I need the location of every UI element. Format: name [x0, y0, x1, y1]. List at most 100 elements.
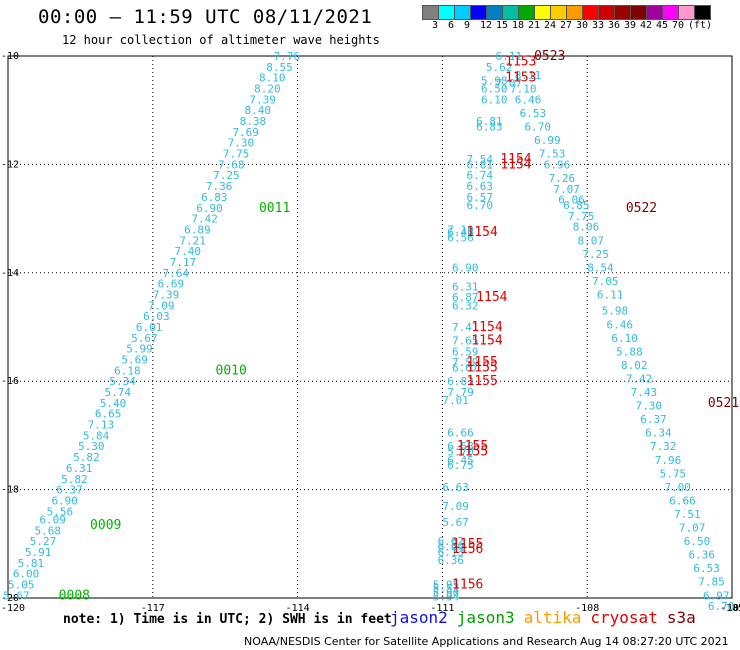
- swh-value: 7.25: [582, 248, 609, 261]
- swh-value: 8.38: [240, 115, 267, 128]
- swh-value: 7.05: [592, 275, 619, 288]
- swh-value: 8.20: [254, 83, 281, 96]
- corner-label-right: -10: [721, 603, 739, 614]
- swh-value: 7.07: [495, 77, 522, 90]
- pass-time-label: 0010: [216, 363, 247, 378]
- x-tick-label: -114: [286, 603, 310, 614]
- color-scale-label: 18: [512, 20, 525, 31]
- swh-value: 6.06: [558, 194, 585, 207]
- color-scale-label: 6: [448, 20, 455, 31]
- swh-value: 6.70: [524, 120, 551, 133]
- swh-value: 5.34: [109, 375, 136, 388]
- swh-value: 5.75: [660, 467, 687, 480]
- swh-value: 5.84: [83, 429, 110, 442]
- swh-value: 7.65: [452, 335, 479, 348]
- swh-value: 6.63: [467, 180, 494, 193]
- pass-time-label: 0521: [708, 396, 739, 411]
- swh-value: 7.75: [223, 148, 250, 161]
- swh-value: 5.27: [30, 535, 57, 548]
- swh-value: 8.40: [245, 104, 271, 117]
- swh-value: 6.69: [158, 278, 185, 291]
- swh-value: 6.11: [597, 288, 624, 301]
- swh-value: 6.66: [447, 427, 474, 440]
- swh-value: 5.91: [25, 546, 52, 559]
- swh-value: 7.30: [635, 400, 662, 413]
- swh-value: 5.68: [35, 524, 62, 537]
- swh-value: 8.07: [578, 234, 605, 247]
- swh-value: 6.00: [13, 568, 40, 581]
- swh-value: 6.81: [467, 158, 494, 171]
- color-scale-label: 36: [608, 20, 621, 31]
- corner-label-left: -120: [1, 603, 25, 614]
- swh-value: 7.43: [631, 386, 658, 399]
- swh-value: 5.67: [3, 589, 30, 602]
- swh-value: 6.13: [438, 546, 465, 559]
- swh-value: 5.81: [18, 557, 45, 570]
- swh-value: 5.98: [481, 74, 508, 87]
- swh-value: 5.62: [486, 61, 512, 74]
- swh-value: 7.09: [148, 299, 175, 312]
- swh-value: 7.40: [175, 245, 202, 258]
- swh-value: 6.53: [520, 107, 547, 120]
- swh-value: 6.83: [447, 375, 474, 388]
- x-tick-label: -105: [720, 603, 740, 614]
- swh-value: 6.56: [447, 232, 474, 245]
- swh-value: 7.30: [228, 137, 255, 150]
- swh-value: 6.10: [481, 93, 508, 106]
- swh-value: 6.34: [645, 427, 672, 440]
- swh-value: 6.11: [495, 50, 522, 63]
- swh-value: 5.82: [73, 451, 100, 464]
- swh-value: 7.09: [442, 500, 469, 513]
- swh-value: 5.90: [433, 587, 460, 600]
- swh-value: 5.30: [78, 440, 105, 453]
- color-scale-label: 21: [528, 20, 541, 31]
- swh-value: 6.70: [467, 199, 494, 212]
- swh-value: 6.90: [196, 202, 223, 215]
- color-swatch-17: [694, 5, 711, 20]
- swh-value: 6.96: [544, 158, 571, 171]
- pass-time-label: 1154: [471, 334, 502, 349]
- x-tick-label: -111: [430, 603, 454, 614]
- swh-value: 6.83: [476, 120, 503, 133]
- swh-value: 7.79: [447, 386, 474, 399]
- swh-value: 5.69: [121, 354, 148, 367]
- swh-value: 6.50: [481, 83, 508, 96]
- pass-time-label: 0523: [534, 49, 565, 64]
- legend-item-jason2: jason2: [390, 608, 448, 627]
- swh-value: 6.89: [184, 223, 211, 236]
- swh-value: 7.25: [213, 169, 240, 182]
- page-subtitle: 12 hour collection of altimeter wave hei…: [62, 33, 380, 47]
- swh-value: 7.68: [218, 158, 245, 171]
- swh-value: 6.31: [66, 462, 93, 475]
- swh-value: 7.76: [273, 50, 300, 63]
- swh-value: 5.67: [442, 516, 469, 529]
- pass-time-label: 1156: [452, 577, 483, 592]
- swh-value: 5.56: [47, 505, 74, 518]
- swh-value: 6.90: [452, 261, 479, 274]
- swh-value: 6.69: [438, 541, 465, 554]
- color-scale: [422, 5, 711, 20]
- swh-value: 7.59: [452, 356, 479, 369]
- y-tick-label: -20: [1, 593, 19, 604]
- color-scale-label: 70: [672, 20, 685, 31]
- pass-time-label: 1155: [467, 374, 498, 389]
- swh-value: 6.67: [452, 362, 479, 375]
- pass-time-label: 0522: [626, 201, 657, 216]
- color-scale-label: (ft): [688, 20, 713, 31]
- page-title: 00:00 – 11:59 UTC 08/11/2021: [38, 6, 373, 28]
- color-scale-label: 9: [464, 20, 471, 31]
- swh-value: 6.32: [452, 299, 479, 312]
- swh-value: 6.63: [442, 481, 469, 494]
- pass-time-label: 1155: [467, 361, 498, 376]
- x-tick-label: -117: [141, 603, 165, 614]
- swh-value: 5.95: [433, 578, 460, 591]
- swh-value: 7.19: [447, 223, 474, 236]
- swh-value: 7.17: [170, 256, 197, 269]
- pass-time-label: 1153: [505, 54, 536, 69]
- swh-value: 5.99: [126, 343, 152, 356]
- swh-value: 7.54: [467, 153, 494, 166]
- swh-value: 6.99: [534, 134, 561, 147]
- swh-value: 6.59: [452, 345, 479, 358]
- swh-value: 6.66: [669, 494, 696, 507]
- pass-time-label: 1154: [476, 290, 507, 305]
